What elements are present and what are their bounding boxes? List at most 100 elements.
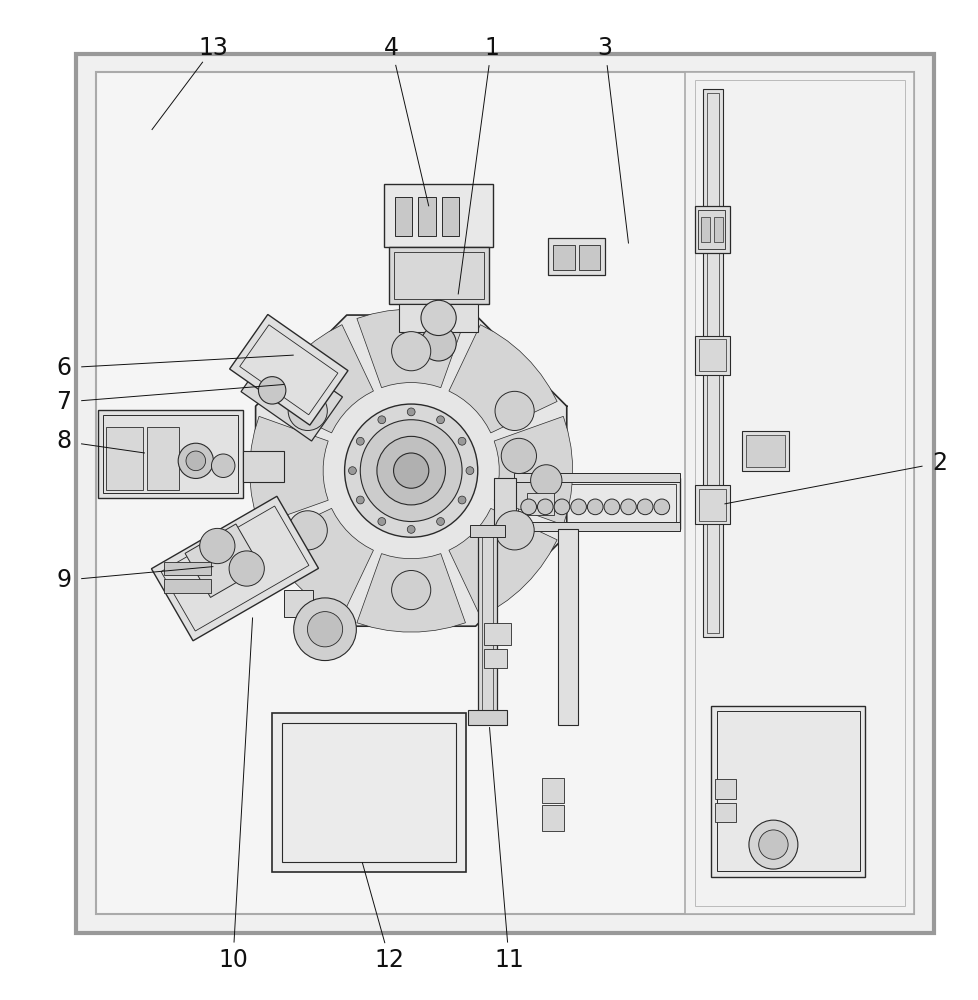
Circle shape — [377, 436, 445, 505]
Circle shape — [229, 551, 264, 586]
Text: 3: 3 — [597, 36, 612, 60]
Bar — [106, 427, 143, 490]
Text: 1: 1 — [483, 36, 499, 60]
Circle shape — [356, 496, 364, 504]
Bar — [399, 304, 477, 332]
Circle shape — [436, 416, 444, 424]
Bar — [578, 245, 600, 270]
Text: 7: 7 — [56, 390, 71, 414]
Bar — [706, 93, 718, 633]
Circle shape — [348, 467, 356, 475]
Circle shape — [458, 437, 466, 445]
Circle shape — [603, 499, 619, 515]
Polygon shape — [449, 325, 556, 433]
Circle shape — [421, 326, 456, 361]
Circle shape — [530, 465, 561, 496]
Polygon shape — [265, 325, 373, 433]
Bar — [164, 562, 211, 575]
Bar — [526, 493, 554, 515]
Text: 2: 2 — [931, 451, 947, 475]
Circle shape — [495, 391, 534, 430]
Bar — [284, 590, 313, 617]
Circle shape — [501, 438, 536, 474]
Bar — [394, 197, 412, 236]
Bar — [700, 217, 709, 242]
Bar — [702, 89, 722, 637]
Circle shape — [407, 408, 415, 416]
Bar — [557, 529, 577, 725]
Bar — [467, 710, 507, 725]
Circle shape — [378, 416, 385, 424]
Bar — [494, 478, 515, 529]
Bar — [741, 431, 788, 471]
Polygon shape — [230, 314, 347, 425]
Bar — [96, 72, 913, 914]
Circle shape — [458, 496, 466, 504]
Circle shape — [186, 451, 205, 471]
Circle shape — [587, 499, 602, 515]
Circle shape — [758, 830, 787, 859]
Bar — [714, 779, 735, 799]
Polygon shape — [185, 524, 261, 597]
Bar — [548, 238, 604, 275]
Bar — [542, 778, 563, 803]
Circle shape — [637, 499, 652, 515]
Bar — [542, 805, 563, 831]
Bar — [103, 415, 238, 493]
Bar — [383, 184, 493, 247]
Circle shape — [407, 525, 415, 533]
Bar — [697, 210, 725, 249]
Circle shape — [570, 499, 586, 515]
Circle shape — [200, 528, 235, 564]
Circle shape — [653, 499, 669, 515]
Text: 10: 10 — [218, 948, 247, 972]
Text: 9: 9 — [56, 568, 71, 592]
Text: 11: 11 — [494, 948, 523, 972]
Circle shape — [537, 499, 553, 515]
Text: 12: 12 — [375, 948, 404, 972]
Bar — [694, 206, 730, 253]
Bar — [272, 713, 466, 872]
Bar — [553, 245, 574, 270]
Bar — [483, 649, 507, 668]
Circle shape — [178, 443, 213, 478]
Bar — [418, 197, 435, 236]
Bar — [710, 706, 865, 877]
Text: 4: 4 — [383, 36, 399, 60]
Polygon shape — [494, 416, 572, 525]
Bar — [282, 723, 456, 862]
Bar — [76, 54, 933, 933]
Polygon shape — [249, 416, 328, 525]
Circle shape — [393, 453, 428, 488]
Circle shape — [554, 499, 569, 515]
Bar — [388, 247, 488, 304]
Bar — [481, 533, 493, 716]
Bar — [393, 252, 483, 299]
Circle shape — [356, 437, 364, 445]
Circle shape — [360, 420, 462, 522]
Bar — [513, 478, 680, 529]
Polygon shape — [357, 309, 465, 388]
Bar — [694, 336, 730, 375]
Polygon shape — [265, 508, 373, 617]
Circle shape — [258, 377, 286, 404]
Bar — [714, 803, 735, 822]
Bar — [716, 711, 859, 871]
Circle shape — [288, 391, 327, 430]
Circle shape — [421, 300, 456, 336]
Bar — [164, 579, 211, 593]
Circle shape — [495, 511, 534, 550]
Text: 13: 13 — [199, 36, 228, 60]
Text: 6: 6 — [56, 356, 71, 380]
Bar — [698, 339, 726, 371]
Circle shape — [391, 570, 430, 610]
Bar — [469, 525, 505, 537]
Bar — [694, 80, 904, 906]
Polygon shape — [152, 496, 318, 641]
Bar — [694, 485, 730, 524]
Circle shape — [307, 612, 342, 647]
Bar — [441, 197, 459, 236]
Polygon shape — [449, 508, 556, 617]
Text: 8: 8 — [56, 429, 71, 453]
Bar — [98, 410, 243, 498]
